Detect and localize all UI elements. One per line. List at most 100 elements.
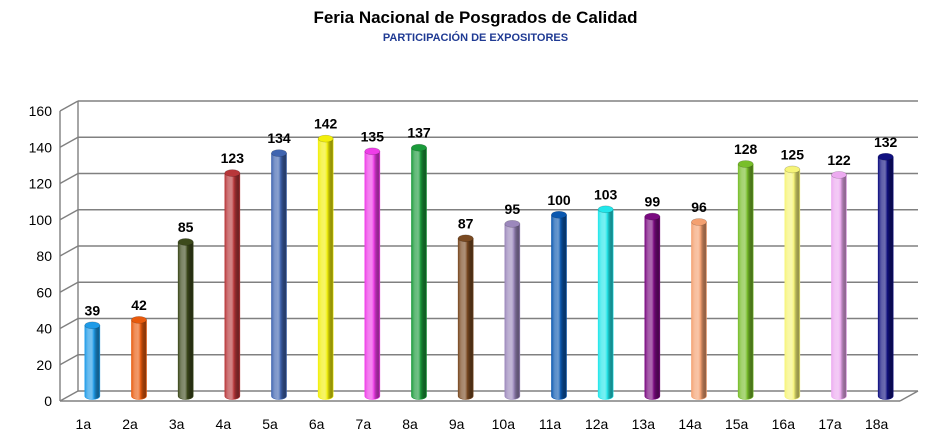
bar-body	[597, 209, 614, 400]
bar-body	[317, 138, 334, 400]
data-label: 135	[361, 128, 385, 144]
y-tick-label: 160	[29, 103, 53, 119]
data-label: 96	[691, 199, 707, 215]
x-tick-label: 17a	[818, 416, 842, 432]
data-label: 137	[407, 125, 431, 141]
x-tick-label: 18a	[865, 416, 889, 432]
bar	[317, 134, 334, 400]
bar	[784, 165, 801, 400]
x-tick-label: 8a	[402, 416, 418, 432]
x-tick-label: 2a	[122, 416, 138, 432]
x-tick-label: 14a	[678, 416, 702, 432]
y-tick-label: 100	[29, 212, 53, 228]
data-label: 142	[314, 116, 338, 132]
gridline-depth	[59, 209, 79, 221]
bar-cap	[411, 143, 427, 152]
data-label: 123	[221, 150, 245, 166]
y-tick-label: 60	[36, 284, 52, 300]
y-tick-label: 120	[29, 176, 53, 192]
bar-cap	[597, 205, 614, 214]
data-label: 128	[734, 141, 758, 157]
bar-cap	[877, 152, 894, 161]
y-tick-label: 140	[29, 139, 53, 155]
x-tick-label: 13a	[632, 416, 656, 432]
bar-cap	[644, 212, 661, 221]
x-tick-label: 16a	[772, 416, 796, 432]
bar	[831, 171, 847, 400]
bar	[271, 149, 287, 400]
chart-subtitle: PARTICIPACIÓN DE EXPOSITORES	[382, 32, 569, 44]
data-label: 39	[85, 302, 101, 318]
bar-cap	[224, 169, 241, 177]
data-label: 122	[827, 152, 851, 168]
x-tick-label: 15a	[725, 416, 749, 432]
floor-edge	[899, 390, 919, 402]
bar-body	[504, 223, 521, 400]
gridline-depth	[59, 172, 79, 185]
data-label: 134	[267, 130, 291, 146]
data-label: 42	[131, 297, 147, 313]
y-tick-label: 40	[36, 321, 52, 337]
bar	[737, 160, 754, 400]
bar	[597, 205, 614, 400]
bar-cap	[504, 220, 521, 228]
x-tick-label: 4a	[216, 416, 232, 432]
data-label: 99	[645, 194, 661, 210]
gridline-depth	[59, 317, 79, 330]
bar-cap	[737, 160, 754, 168]
data-label: 132	[874, 134, 898, 150]
bar-body	[691, 221, 707, 400]
chart-title: Feria Nacional de Posgrados de Calidad	[313, 8, 638, 27]
x-tick-label: 7a	[356, 416, 372, 432]
bar	[131, 316, 147, 400]
bar-body	[877, 156, 894, 400]
gridline-depth	[59, 100, 79, 112]
bar-body	[644, 216, 661, 400]
bar-cap	[831, 171, 847, 179]
bar-cap	[271, 149, 287, 157]
y-tick-label: 0	[44, 393, 52, 409]
gridline-depth	[59, 136, 79, 148]
x-tick-label: 6a	[309, 416, 325, 432]
bar-cap	[551, 210, 567, 219]
bar-cap	[317, 134, 334, 143]
data-label: 85	[178, 219, 194, 235]
y-tick-label: 80	[36, 248, 52, 264]
bar-cap	[784, 165, 801, 174]
bar-cap	[177, 238, 194, 246]
bar-body	[411, 147, 427, 400]
bar	[504, 220, 521, 400]
bar	[224, 169, 241, 400]
data-label: 125	[781, 146, 805, 162]
x-tick-label: 9a	[449, 416, 465, 432]
bar-cap	[457, 234, 474, 243]
bar-body	[364, 151, 381, 400]
bar	[644, 212, 661, 400]
x-tick-label: 3a	[169, 416, 185, 432]
bar	[411, 143, 427, 400]
bar	[457, 234, 474, 400]
bar-body	[784, 169, 801, 400]
gridline-depth	[59, 354, 79, 366]
bar-cap	[691, 218, 707, 226]
bar-body	[271, 152, 287, 400]
x-tick-label: 11a	[539, 416, 562, 432]
bar	[551, 210, 567, 400]
x-tick-label: 5a	[262, 416, 278, 432]
y-tick-label: 20	[36, 357, 52, 373]
bar-body	[457, 238, 474, 400]
bar	[364, 147, 381, 400]
bar	[84, 321, 101, 400]
x-tick-label: 10a	[492, 416, 516, 432]
bar-cap	[364, 147, 381, 156]
bar-body	[551, 214, 567, 400]
gridline-depth	[59, 390, 79, 402]
bar-body	[737, 163, 754, 400]
x-tick-label: 12a	[585, 416, 609, 432]
bar	[177, 238, 194, 400]
x-tick-label: 1a	[76, 416, 92, 432]
bar-body	[831, 174, 847, 400]
bar-body	[131, 319, 147, 400]
